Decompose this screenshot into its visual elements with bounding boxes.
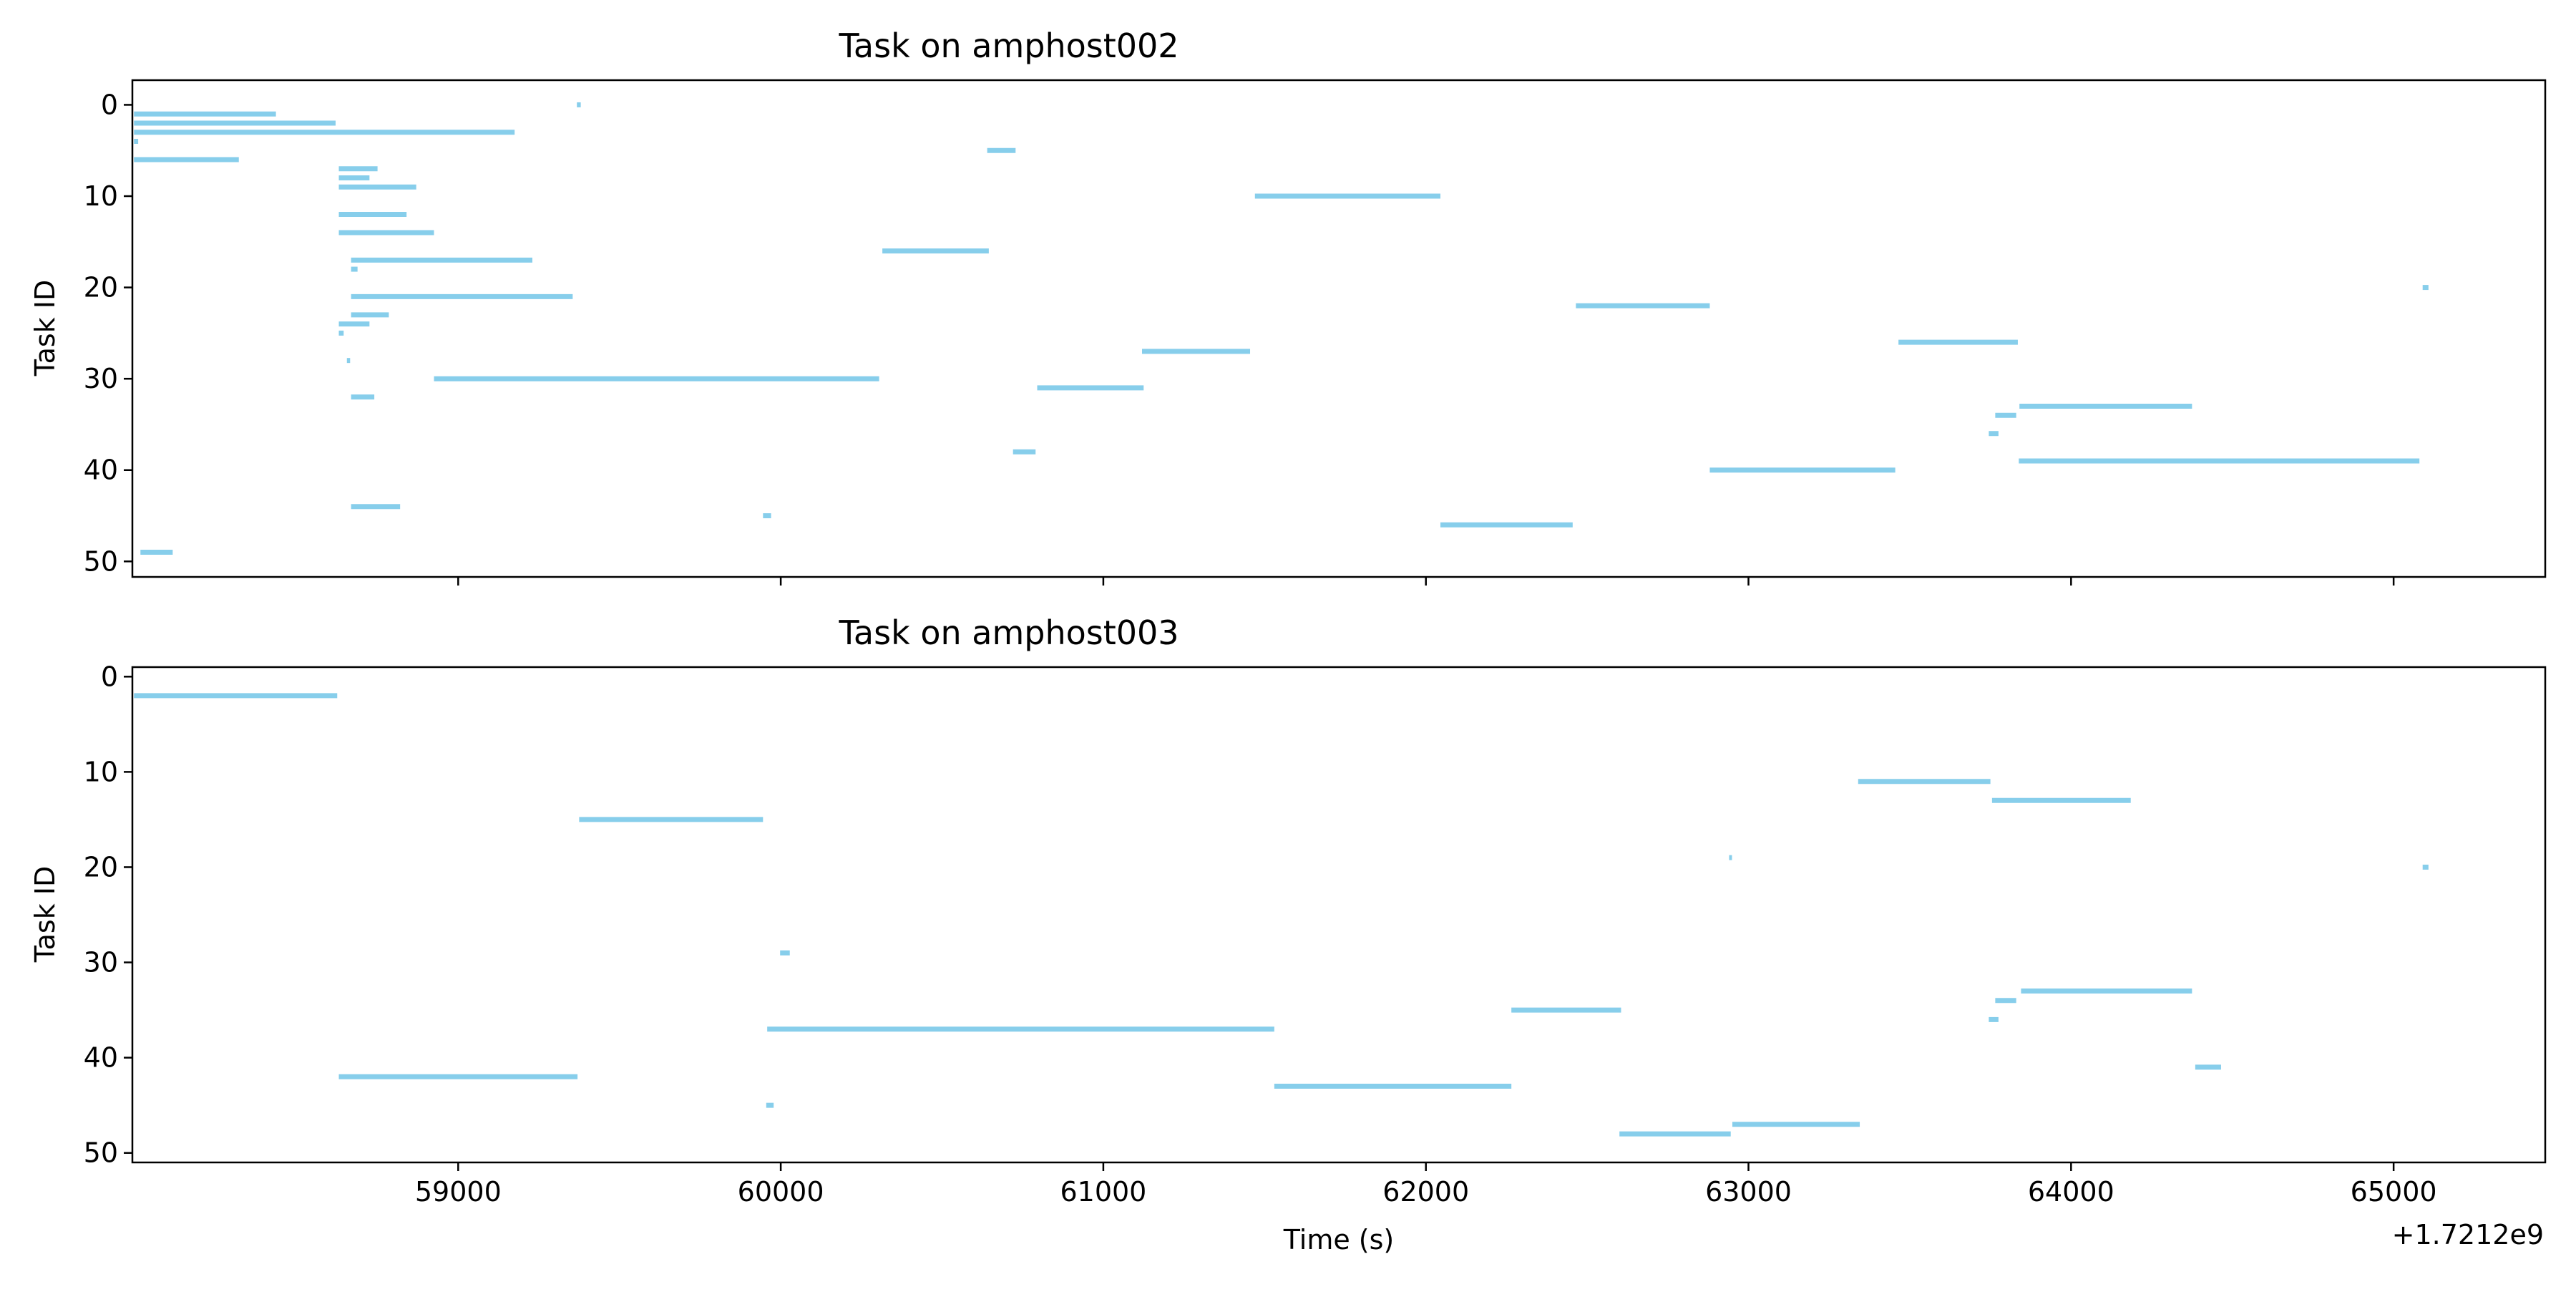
x-tick-label: 63000 [1705, 1176, 1792, 1208]
y-axis-ticks: 0 10 20 30 40 50 [84, 661, 132, 1169]
x-axis-ticks: 59000 60000 61000 62000 63000 64000 65000 [415, 1162, 2437, 1208]
y-axis-label: Task ID [29, 866, 61, 963]
x-tick-label: 65000 [2351, 1176, 2437, 1208]
x-axis-ticks [457, 577, 2395, 586]
x-tick-label: 64000 [2028, 1176, 2114, 1208]
y-axis-label: Task ID [29, 280, 61, 377]
subplot-title: Task on amphost002 [838, 26, 1179, 65]
subplot-title: Task on amphost003 [838, 613, 1179, 652]
y-tick-label: 10 [84, 180, 118, 212]
y-tick-label: 40 [84, 1042, 118, 1074]
x-tick-label: 59000 [415, 1176, 502, 1208]
y-tick-label: 0 [101, 661, 118, 692]
y-tick-label: 20 [84, 851, 118, 883]
x-tick-label: 60000 [738, 1176, 824, 1208]
x-axis-label: Time (s) [1283, 1224, 1395, 1255]
subplot-amphost003: Task on amphost003 Task ID 59000 60000 610… [29, 613, 2547, 1255]
y-tick-label: 50 [84, 545, 118, 577]
subplot-amphost002: Task on amphost002 Task ID 0 10 20 30 40 50 [29, 26, 2547, 586]
x-tick-label: 62000 [1382, 1176, 1469, 1208]
x-tick-label: 61000 [1060, 1176, 1146, 1208]
y-tick-label: 0 [101, 89, 118, 120]
y-tick-label: 40 [84, 455, 118, 486]
plot-frame [131, 666, 2547, 1164]
bar-layer [134, 693, 2429, 1137]
y-tick-label: 50 [84, 1137, 118, 1169]
y-axis-ticks: 0 10 20 30 40 50 [84, 89, 132, 577]
plot-frame [131, 79, 2547, 578]
y-tick-label: 30 [84, 363, 118, 394]
bar-layer [134, 102, 2429, 555]
y-tick-label: 20 [84, 272, 118, 303]
x-axis-offset-text: +1.7212e9 [2392, 1219, 2544, 1250]
y-tick-label: 10 [84, 756, 118, 787]
y-tick-label: 30 [84, 947, 118, 978]
